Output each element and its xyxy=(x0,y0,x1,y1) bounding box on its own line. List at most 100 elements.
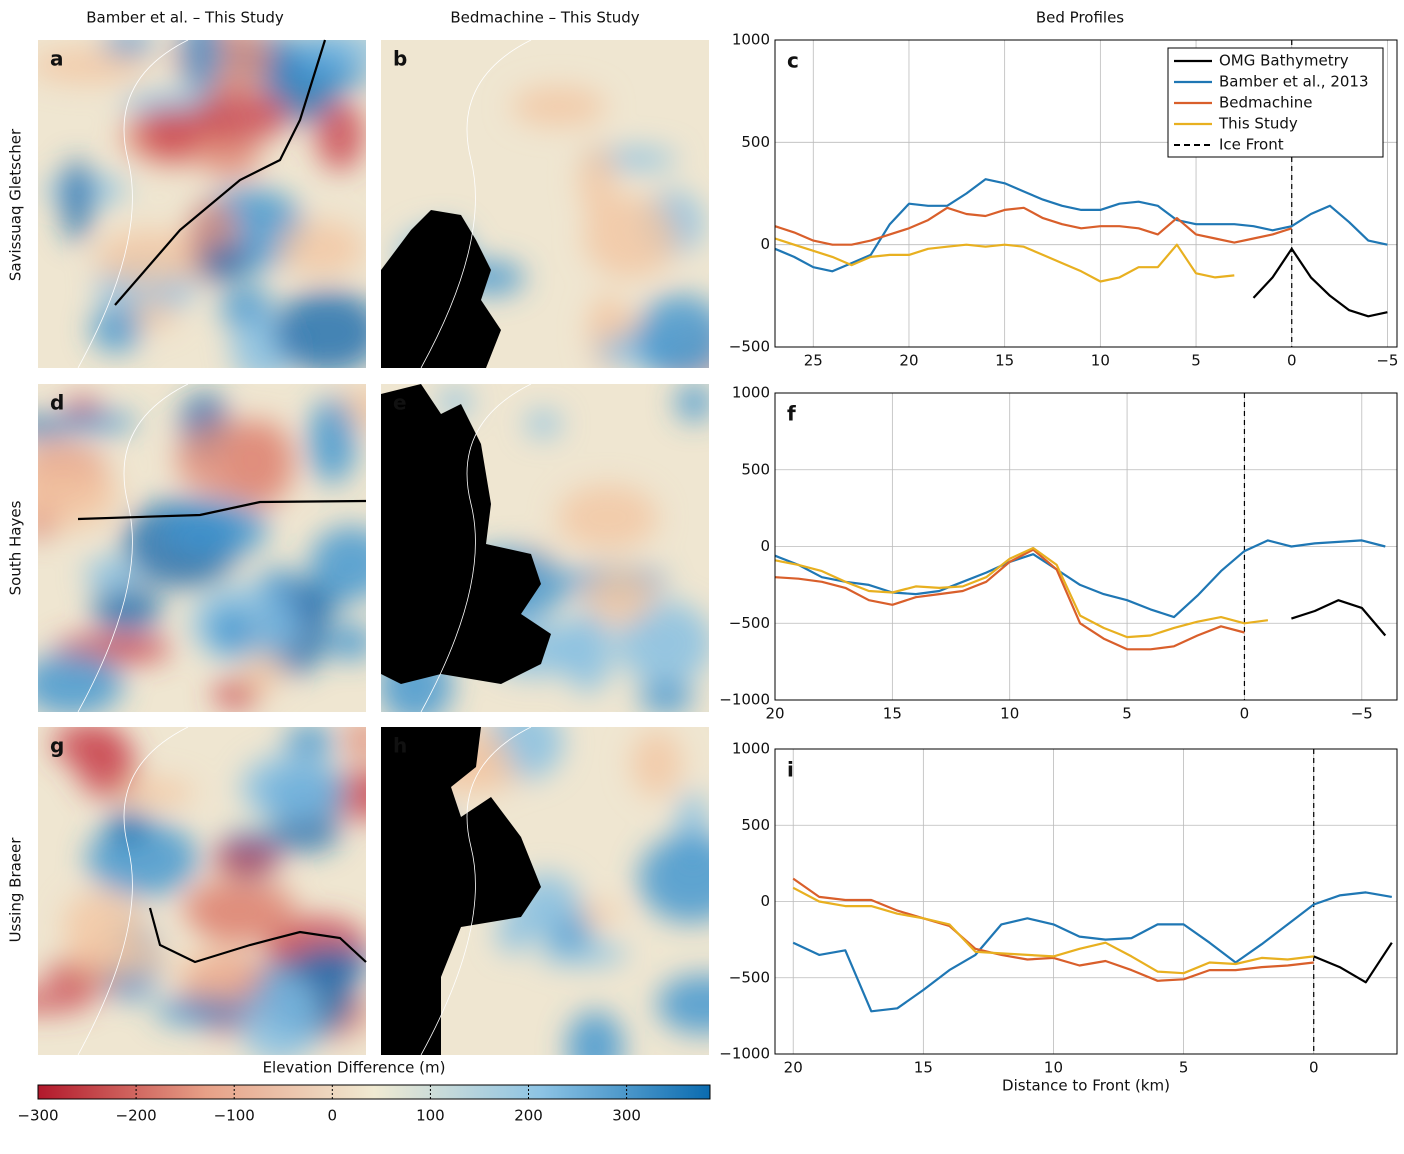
x-tick-label: 0 xyxy=(1287,352,1297,370)
column-title: Bamber et al. – This Study xyxy=(86,9,284,27)
plot-frame xyxy=(774,748,1398,1055)
x-tick-label: 10 xyxy=(1091,352,1110,370)
ice-outline xyxy=(77,384,189,712)
column-title: Bed Profiles xyxy=(1036,9,1124,27)
series-line xyxy=(774,546,1269,639)
map-blob xyxy=(153,997,246,1026)
panel-letter: i xyxy=(787,758,794,782)
x-tick-label: 10 xyxy=(1044,1059,1063,1077)
colorbar-label: Elevation Difference (m) xyxy=(263,1059,446,1077)
x-tick-label: 10 xyxy=(1000,705,1019,723)
y-tick-label: −1000 xyxy=(719,691,770,709)
land-mask xyxy=(381,727,541,1055)
legend-label: Bamber et al., 2013 xyxy=(1219,73,1369,91)
panel-letter: c xyxy=(787,49,799,73)
map-blob xyxy=(61,158,92,243)
map-blob xyxy=(94,229,208,286)
map-blob xyxy=(38,461,119,532)
x-tick-label: 20 xyxy=(899,352,918,370)
y-tick-label: −500 xyxy=(729,338,770,356)
map-blob xyxy=(284,727,336,758)
map-blob xyxy=(241,753,345,822)
ice-outline xyxy=(77,727,189,1055)
x-tick-label: −5 xyxy=(1351,705,1373,723)
ice-outline xyxy=(420,727,532,1055)
map-blob xyxy=(309,526,366,601)
colorbar-tick-label: 300 xyxy=(612,1107,641,1125)
y-tick-label: 500 xyxy=(741,816,770,834)
map-blob xyxy=(326,623,366,661)
line-chart: −500 0 500 1000 25 20 15 10 5 0 −5 c OMG Bathymetry B… xyxy=(729,31,1399,370)
y-tick-label: 500 xyxy=(741,460,770,478)
map-panel xyxy=(381,727,709,1055)
panel-letter: a xyxy=(50,47,64,71)
x-tick-label: 25 xyxy=(804,352,823,370)
panel-letter: g xyxy=(50,734,64,758)
y-tick-label: −500 xyxy=(729,614,770,632)
map-panel xyxy=(38,40,366,368)
colorbar-tick-label: −100 xyxy=(214,1107,255,1125)
map-blob xyxy=(62,889,145,963)
map-blob xyxy=(293,945,366,983)
map-blob xyxy=(617,601,709,686)
map-blob xyxy=(284,40,366,64)
x-axis-label: Distance to Front (km) xyxy=(1002,1077,1170,1095)
colorbar-tick-label: 100 xyxy=(416,1107,445,1125)
map-blob xyxy=(200,131,261,179)
row-label: South Hayes xyxy=(7,500,25,595)
panel-letter: d xyxy=(50,391,64,415)
colorbar-tick-label: −300 xyxy=(17,1107,58,1125)
map-blob xyxy=(273,290,366,368)
map-blob xyxy=(210,845,282,873)
legend-label: Bedmachine xyxy=(1219,94,1313,112)
map-blob xyxy=(259,568,299,592)
map-blob xyxy=(638,834,709,923)
maps: a b d e g h xyxy=(38,39,709,1055)
column-title: Bedmachine – This Study xyxy=(450,9,639,27)
map-blob xyxy=(657,974,709,1035)
map-blob xyxy=(38,652,124,712)
map-blob xyxy=(556,484,659,551)
map-blob xyxy=(175,421,287,499)
map-blob xyxy=(196,245,251,281)
series-line xyxy=(774,237,1235,283)
map-blob xyxy=(92,585,162,634)
plot-frame xyxy=(774,39,1398,348)
map-blob xyxy=(191,885,279,946)
profile-line xyxy=(148,907,367,964)
x-tick-label: 5 xyxy=(1191,352,1201,370)
x-tick-label: 5 xyxy=(1179,1059,1189,1077)
map-blob xyxy=(211,608,253,652)
series-line xyxy=(1313,942,1393,984)
map-blob xyxy=(38,47,149,84)
ice-outline xyxy=(77,40,189,368)
map-blob xyxy=(315,99,365,171)
map-panel xyxy=(38,384,366,712)
map-blob xyxy=(525,411,562,437)
map-blob xyxy=(344,727,366,761)
map-blob xyxy=(566,1011,624,1055)
map-blob xyxy=(635,294,709,368)
map-panel xyxy=(38,727,366,1055)
ice-outline xyxy=(420,384,532,712)
map-blob xyxy=(52,727,126,768)
map-blob xyxy=(85,556,139,593)
series-line xyxy=(774,206,1293,246)
map-blob xyxy=(241,651,283,693)
panel-letter: e xyxy=(393,391,407,415)
legend-label: Ice Front xyxy=(1219,136,1284,154)
map-blob xyxy=(578,143,616,218)
map-blob xyxy=(38,989,93,1013)
series-line xyxy=(792,877,1314,982)
row-label: Savissuaq Gletscher xyxy=(7,128,25,281)
map-panel xyxy=(381,40,709,368)
y-tick-label: −500 xyxy=(729,968,770,986)
map-texture xyxy=(38,387,366,712)
colorbar-tick-label: −200 xyxy=(116,1107,157,1125)
legend-label: This Study xyxy=(1218,115,1298,133)
y-tick-label: −1000 xyxy=(719,1045,770,1063)
map-blob xyxy=(52,411,139,433)
map-blob xyxy=(511,86,607,127)
